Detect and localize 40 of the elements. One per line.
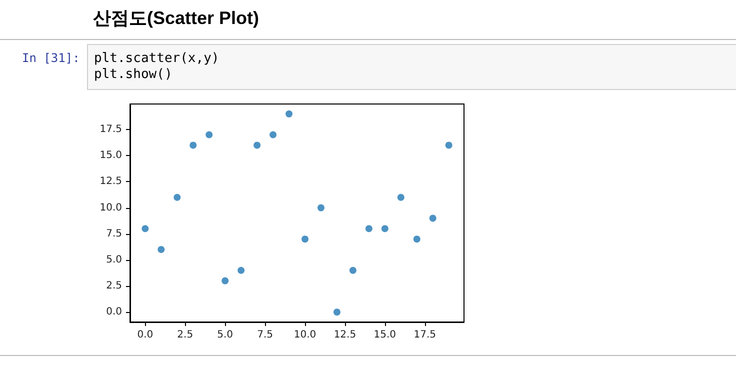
x-tick-label: 15.0 (374, 330, 396, 340)
point (286, 110, 293, 118)
x-tick-label: 2.5 (177, 330, 194, 340)
text: In [31]: (22, 51, 80, 65)
y-tick-label: 0.0 (106, 306, 122, 318)
point (429, 214, 436, 222)
text: plt.show() (94, 67, 174, 83)
x-tick-label: 7.5 (257, 330, 273, 340)
point (206, 131, 213, 138)
y-tick-label: 17.5 (100, 124, 122, 136)
point (174, 194, 181, 201)
point (317, 204, 324, 212)
point (254, 142, 261, 149)
x-tick-label: 17.5 (414, 330, 436, 340)
point (302, 236, 308, 243)
point (270, 131, 277, 138)
y-tick-label: 2.5 (106, 280, 122, 292)
point (333, 308, 340, 316)
y-tick-label: 10.0 (100, 202, 122, 214)
text: plt.scatter(x,y) (94, 51, 220, 67)
point (365, 225, 372, 232)
x-tick-label: 10.0 (294, 330, 316, 340)
x-tick-label: 12.5 (334, 330, 356, 340)
y-tick-label: 7.5 (106, 228, 122, 240)
point (413, 236, 420, 243)
y-tick-label: 12.5 (100, 176, 122, 188)
point (158, 246, 165, 254)
x-tick-label: 0.0 (137, 330, 154, 340)
y-tick-label: 15.0 (100, 150, 122, 162)
point (349, 266, 356, 274)
x-tick-label: 5.0 (217, 330, 234, 340)
y-tick-label: 5.0 (106, 254, 122, 266)
point (445, 142, 452, 149)
point (142, 225, 149, 232)
point (397, 194, 404, 201)
chart-title: 산점도(Scatter Plot) (93, 7, 260, 30)
point (222, 277, 229, 284)
point (381, 225, 388, 232)
point (190, 142, 197, 149)
point (238, 266, 245, 274)
